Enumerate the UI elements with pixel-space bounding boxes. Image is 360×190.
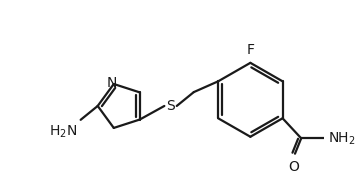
Text: O: O	[288, 160, 299, 174]
Text: H$_2$N: H$_2$N	[49, 124, 77, 140]
Text: N: N	[107, 76, 117, 90]
Text: NH$_2$: NH$_2$	[328, 130, 356, 146]
Text: S: S	[166, 99, 175, 113]
Text: F: F	[246, 43, 255, 57]
